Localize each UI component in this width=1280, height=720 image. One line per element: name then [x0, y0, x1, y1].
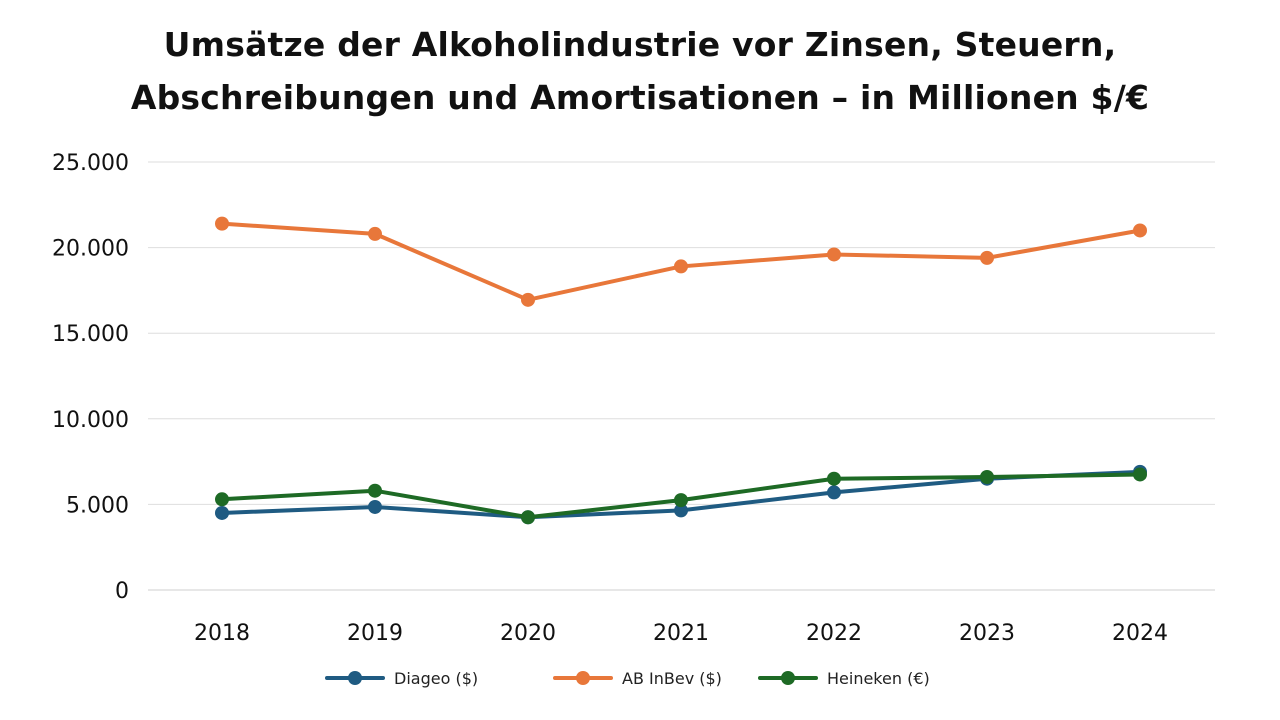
- y-axis: 0 5.000 10.000 15.000 20.000 25.000: [52, 151, 129, 604]
- x-tick-label: 2019: [347, 621, 403, 646]
- data-point: [827, 247, 841, 262]
- legend-item: Diageo ($): [325, 669, 478, 688]
- data-point: [368, 499, 382, 514]
- chart-title-line-2: Abschreibungen und Amortisationen – in M…: [130, 78, 1150, 117]
- legend-item: Heineken (€): [758, 669, 930, 688]
- data-point: [368, 483, 382, 498]
- data-point: [827, 471, 841, 486]
- x-tick-label: 2018: [194, 621, 250, 646]
- gridlines: [148, 161, 1215, 591]
- x-tick-label: 2023: [959, 621, 1015, 646]
- legend-label: AB InBev ($): [622, 669, 722, 688]
- y-tick-label: 15.000: [52, 322, 129, 347]
- series-1: [215, 216, 1147, 307]
- data-point: [1133, 223, 1147, 238]
- data-point: [1133, 467, 1147, 482]
- data-point: [827, 485, 841, 500]
- legend-label: Diageo ($): [394, 669, 478, 688]
- data-point: [674, 503, 688, 518]
- x-tick-label: 2024: [1112, 621, 1168, 646]
- legend-swatch-marker: [576, 671, 590, 685]
- y-tick-label: 20.000: [52, 237, 129, 262]
- data-point: [215, 505, 229, 520]
- y-tick-label: 5.000: [66, 493, 129, 518]
- y-tick-label: 25.000: [52, 151, 129, 176]
- data-point: [980, 250, 994, 265]
- data-point: [368, 226, 382, 241]
- x-tick-label: 2021: [653, 621, 709, 646]
- series-lines: [215, 216, 1147, 525]
- data-point: [674, 259, 688, 274]
- data-point: [980, 470, 994, 485]
- data-point: [674, 493, 688, 508]
- series-2: [215, 467, 1147, 525]
- x-tick-label: 2022: [806, 621, 862, 646]
- x-axis: 2018 2019 2020 2021 2022 2023 2024: [194, 621, 1168, 646]
- y-tick-label: 10.000: [52, 408, 129, 433]
- data-point: [215, 216, 229, 231]
- chart-title-line-1: Umsätze der Alkoholindustrie vor Zinsen,…: [163, 25, 1117, 64]
- legend-label: Heineken (€): [827, 669, 930, 688]
- data-point: [215, 492, 229, 507]
- x-tick-label: 2020: [500, 621, 556, 646]
- chart-title: Umsätze der Alkoholindustrie vor Zinsen,…: [0, 18, 1280, 124]
- legend-swatch-marker: [781, 671, 795, 685]
- data-point: [521, 510, 535, 525]
- y-tick-label: 0: [115, 579, 129, 604]
- legend: Diageo ($) AB InBev ($) Heineken (€): [325, 669, 930, 688]
- legend-swatch-marker: [348, 671, 362, 685]
- legend-item: AB InBev ($): [553, 669, 722, 688]
- data-point: [521, 292, 535, 307]
